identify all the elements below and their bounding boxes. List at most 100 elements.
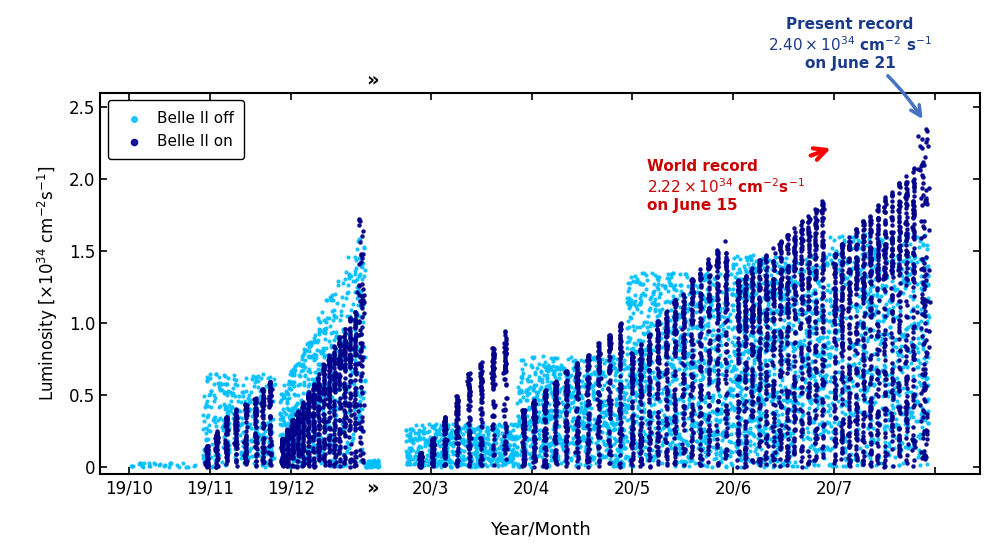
Point [800, 354, 816, 362]
Point [547, 422, 563, 431]
Belle II on [290, 413, 306, 421]
Belle II on [332, 350, 348, 359]
Point [745, 300, 761, 309]
Point [802, 231, 818, 240]
Point [853, 238, 869, 246]
Belle II on [279, 435, 295, 444]
Point [865, 281, 881, 290]
Point [666, 314, 682, 323]
Belle II off [334, 337, 350, 346]
Point [790, 342, 806, 350]
Point [876, 458, 892, 467]
Belle II on [295, 402, 311, 410]
Point [580, 421, 596, 429]
Point [895, 277, 911, 286]
Point [484, 362, 500, 371]
Belle II off [362, 457, 378, 466]
Text: »: » [366, 478, 378, 497]
Point [833, 319, 849, 328]
Point [586, 425, 602, 433]
Belle II on [236, 450, 252, 459]
Point [420, 439, 436, 447]
Point [625, 379, 641, 388]
Point [905, 198, 921, 207]
Point [893, 409, 909, 418]
Point [709, 267, 725, 276]
Belle II off [299, 444, 315, 453]
Point [742, 457, 758, 466]
Point [685, 394, 701, 403]
Point [780, 448, 796, 457]
Point [581, 365, 597, 373]
Point [632, 429, 648, 438]
Point [647, 271, 663, 280]
Point [498, 455, 514, 464]
Point [693, 380, 709, 389]
Belle II off [306, 430, 322, 439]
Point [684, 283, 700, 292]
Point [416, 429, 432, 438]
Belle II on [238, 456, 254, 465]
Point [863, 306, 879, 314]
Point [581, 400, 597, 409]
Belle II off [228, 376, 244, 385]
Point [625, 449, 641, 457]
Point [834, 252, 850, 261]
Point [649, 428, 665, 437]
Belle II off [324, 362, 340, 371]
Point [639, 452, 655, 461]
Belle II off [360, 463, 376, 471]
Point [485, 450, 501, 459]
Point [856, 451, 872, 460]
Belle II on [327, 385, 343, 393]
Point [616, 395, 632, 403]
Belle II on [337, 401, 353, 409]
Point [436, 451, 452, 460]
Point [569, 358, 585, 367]
Point [611, 402, 627, 411]
Point [826, 378, 842, 387]
Point [827, 413, 843, 421]
Point [751, 420, 767, 429]
Point [855, 255, 871, 263]
Point [619, 324, 635, 333]
Point [884, 235, 900, 244]
Belle II on [306, 391, 322, 400]
Point [658, 324, 674, 333]
Point [767, 440, 783, 449]
Belle II on [337, 408, 353, 416]
Point [684, 307, 700, 316]
Point [447, 449, 463, 457]
Belle II on [331, 361, 347, 370]
Belle II on [300, 392, 316, 401]
Point [744, 294, 760, 303]
Point [859, 368, 875, 377]
Point [449, 409, 465, 418]
Point [787, 458, 803, 467]
Belle II off [225, 384, 241, 392]
Point [758, 309, 774, 318]
Point [633, 308, 649, 317]
Point [810, 368, 826, 377]
Point [676, 419, 692, 428]
Point [692, 433, 708, 442]
Belle II off [348, 307, 364, 316]
Belle II on [337, 373, 353, 382]
Point [757, 254, 773, 263]
Point [787, 326, 803, 335]
Point [793, 239, 809, 247]
Point [815, 240, 831, 249]
Belle II on [255, 433, 271, 442]
Belle II off [351, 253, 367, 262]
Belle II on [311, 421, 327, 429]
Point [649, 318, 665, 326]
Belle II off [328, 352, 344, 361]
Belle II on [279, 450, 295, 458]
Point [632, 293, 648, 302]
Point [761, 315, 777, 324]
Belle II on [315, 386, 331, 395]
Point [490, 431, 506, 439]
Point [919, 427, 935, 435]
Point [770, 336, 786, 344]
Point [736, 401, 752, 409]
